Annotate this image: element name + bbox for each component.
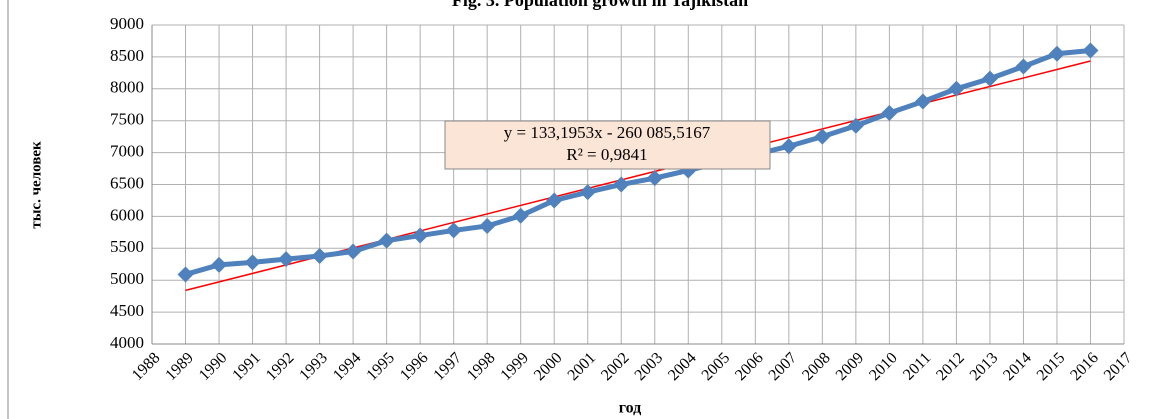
y-tick-label: 9000 bbox=[110, 14, 144, 33]
x-tick-label: 1990 bbox=[196, 349, 231, 384]
x-tick-label: 2014 bbox=[1000, 349, 1035, 384]
data-point bbox=[613, 176, 630, 193]
data-point bbox=[311, 247, 328, 264]
data-point bbox=[847, 117, 864, 134]
x-tick-label: 1993 bbox=[296, 349, 331, 384]
x-tick-label: 2008 bbox=[799, 349, 834, 384]
y-tick-label: 5000 bbox=[110, 269, 144, 288]
data-point bbox=[445, 222, 462, 239]
x-tick-label: 2002 bbox=[598, 349, 633, 384]
data-point bbox=[948, 80, 965, 97]
x-tick-label: 1997 bbox=[430, 349, 465, 384]
data-point bbox=[814, 128, 831, 145]
data-point bbox=[881, 105, 898, 122]
y-axis-label: тыс. человек bbox=[28, 141, 44, 229]
x-tick-label: 1998 bbox=[464, 349, 499, 384]
y-tick-label: 7000 bbox=[110, 142, 144, 161]
data-point bbox=[345, 243, 362, 260]
x-tick-label: 2012 bbox=[933, 349, 968, 384]
y-tick-label: 4500 bbox=[110, 301, 144, 320]
data-point bbox=[244, 254, 261, 271]
y-tick-label: 5500 bbox=[110, 237, 144, 256]
data-point bbox=[1082, 42, 1099, 59]
x-tick-label: 1996 bbox=[397, 349, 432, 384]
x-tick-label: 2013 bbox=[967, 349, 1002, 384]
series-line bbox=[184, 48, 1091, 277]
trendline-label-box bbox=[444, 120, 771, 170]
x-tick-label: 2000 bbox=[531, 349, 566, 384]
x-tick-label: 1994 bbox=[330, 349, 365, 384]
x-tick-label: 2015 bbox=[1034, 349, 1069, 384]
trendline-equation: y = 133,1953x - 260 085,5167 bbox=[504, 123, 711, 142]
x-tick-label: 1988 bbox=[129, 349, 164, 384]
y-tick-label: 6500 bbox=[110, 173, 144, 192]
data-point bbox=[211, 256, 228, 273]
y-tick-label: 7500 bbox=[110, 110, 144, 129]
x-tick-label: 2009 bbox=[833, 349, 868, 384]
y-tick-label: 4000 bbox=[110, 333, 144, 352]
x-tick-label: 2001 bbox=[565, 349, 600, 384]
x-tick-label: 2003 bbox=[632, 349, 667, 384]
x-tick-label: 1989 bbox=[162, 349, 197, 384]
data-point bbox=[177, 266, 194, 283]
x-tick-label: 1992 bbox=[263, 349, 298, 384]
x-tick-label: 2004 bbox=[665, 349, 700, 384]
data-point bbox=[378, 232, 395, 249]
data-point bbox=[1048, 45, 1065, 62]
y-tick-label: 8000 bbox=[110, 78, 144, 97]
data-point bbox=[914, 93, 931, 110]
data-point bbox=[780, 138, 797, 155]
trendline-r2: R² = 0,9841 bbox=[566, 145, 647, 164]
chart-title: Fig. 3. Population growth in Tajikistan bbox=[452, 0, 748, 10]
data-point bbox=[981, 70, 998, 87]
data-point bbox=[579, 184, 596, 201]
y-tick-label: 6000 bbox=[110, 205, 144, 224]
x-tick-label: 1995 bbox=[363, 349, 398, 384]
x-tick-label: 2016 bbox=[1067, 349, 1102, 384]
x-tick-label: 2007 bbox=[766, 349, 801, 384]
x-tick-label: 2017 bbox=[1101, 349, 1136, 384]
x-tick-label: 2010 bbox=[866, 349, 901, 384]
data-point bbox=[412, 227, 429, 244]
y-tick-label: 8500 bbox=[110, 46, 144, 65]
x-tick-label: 2005 bbox=[699, 349, 734, 384]
x-tick-label: 2006 bbox=[732, 349, 767, 384]
data-point bbox=[479, 217, 496, 234]
x-tick-label: 1999 bbox=[497, 349, 532, 384]
data-point bbox=[278, 251, 295, 268]
x-tick-label: 2011 bbox=[900, 349, 934, 383]
data-point bbox=[512, 207, 529, 224]
x-tick-label: 1991 bbox=[229, 349, 264, 384]
x-axis-label: год bbox=[619, 400, 642, 417]
data-point bbox=[646, 170, 663, 187]
data-point bbox=[1015, 58, 1032, 75]
data-point bbox=[546, 192, 563, 209]
